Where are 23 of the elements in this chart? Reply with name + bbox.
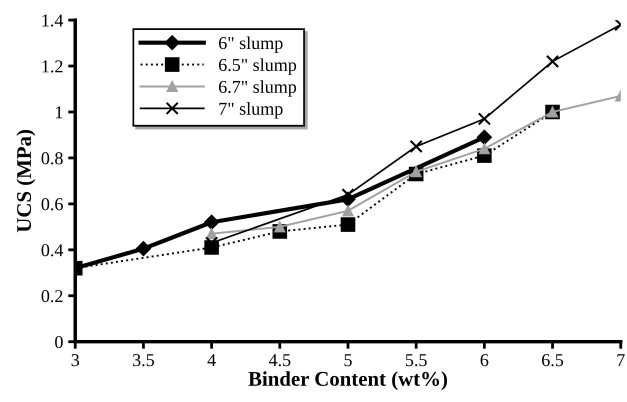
y-tick-label: 0.4: [42, 244, 64, 256]
x-tick-label: 3.5: [133, 354, 154, 366]
x-tick-label: 7: [617, 354, 625, 366]
x-tick-label: 4.5: [268, 354, 290, 366]
y-tick-label: 1.2: [42, 60, 62, 73]
y-axis-title: UCS (MPa): [16, 130, 36, 232]
legend-label: 6" slump: [219, 36, 283, 53]
legend-label: 6.5" slump: [219, 58, 296, 75]
x-tick-label: 5.5: [406, 354, 427, 366]
y-tick-label: 1.4: [42, 14, 64, 27]
x-tick-label: 6: [480, 354, 488, 366]
x-tick-label: 3: [72, 354, 80, 366]
x-tick-label: 4: [207, 354, 216, 366]
x-axis-title: Binder Content (wt%): [248, 371, 447, 390]
legend-label: 7" slump: [219, 102, 283, 119]
y-tick-label: 0: [55, 336, 63, 348]
y-tick-label: 0.8: [42, 152, 63, 164]
legend-label: 6.7" slump: [219, 80, 296, 97]
y-tick-label: 0.2: [42, 290, 62, 302]
y-tick-label: 1: [56, 106, 62, 118]
x-tick-label: 5: [344, 354, 352, 366]
x-tick-label: 6.5: [542, 354, 564, 366]
y-tick-label: 0.6: [42, 198, 63, 210]
